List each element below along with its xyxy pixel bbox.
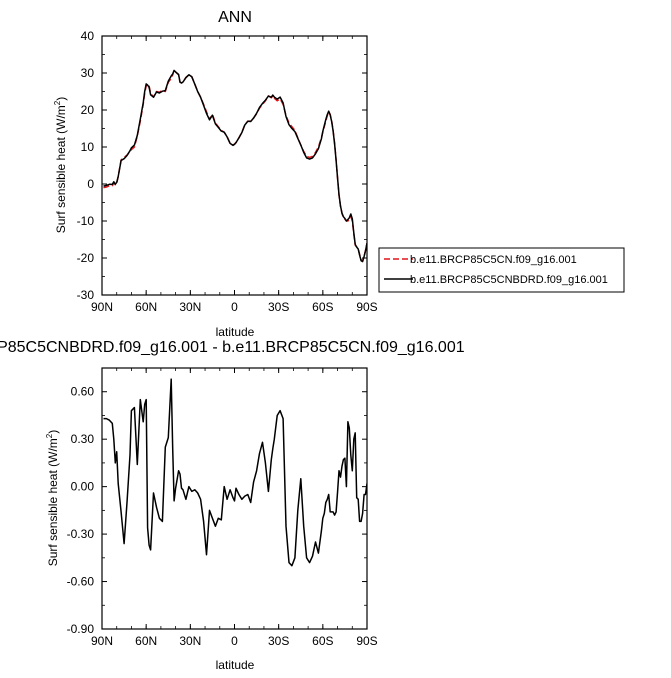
top-x-axis-label: latitude [216,325,255,339]
bottom-y-axis-label: Surf sensible heat (W/m2) [45,430,60,567]
bottom-x-tick-label: 60N [135,634,157,648]
top-x-tick-label: 90N [91,300,113,314]
top-plot-frame [101,35,368,296]
bottom-y-tick-label: 0.60 [71,385,95,399]
top-y-tick-label: 0 [87,177,94,191]
bottom-x-tick-label: 30N [179,634,201,648]
top-y-tick-label: 10 [81,140,95,154]
top-y-tick-label: 20 [81,103,95,117]
bottom-x-tick-label: 90N [91,634,113,648]
top-panel: ANN 90N 60N 30N 0 30S 60S 90S -30 -20 -10 0 10 20 30 4… [53,9,625,339]
bottom-y-tick-label: -0.60 [67,575,95,589]
bottom-plot-area: 90N 60N 30N 0 30S 60S 90S -0.90 -0.60 -0.30 0.00 0.… [67,367,378,648]
bottom-y-tick-label: -0.90 [67,622,95,636]
bottom-x-tick-label: 0 [231,634,238,648]
top-x-tick-label: 30N [179,300,201,314]
top-x-tick-label: 0 [231,300,238,314]
top-series-line-1 [103,69,367,263]
legend-box [378,247,625,293]
top-y-tick-label: -10 [77,214,95,228]
bottom-x-tick-label: 30S [268,634,289,648]
bottom-y-tick-label: 0.00 [71,480,95,494]
top-plot-area: 90N 60N 30N 0 30S 60S 90S -30 -20 -10 0 10 20 30 40 [77,29,378,314]
top-y-tick-label: -20 [77,251,95,265]
top-y-tick-label: -30 [77,288,95,302]
legend: b.e11.BRCP85C5CN.f09_g16.001 b.e11.BRCP8… [378,247,625,293]
bottom-y-tick-label: -0.30 [67,527,95,541]
top-y-tick-label: 40 [81,29,95,43]
top-chart-title: ANN [218,9,252,26]
bottom-panel: b.e11.BRCP85C5CNBDRD.f09_g16.001 - b.e11… [0,339,465,672]
bottom-x-tick-label: 60S [312,634,333,648]
legend-label-experiment: b.e11.BRCP85C5CNBDRD.f09_g16.001 [410,274,608,286]
bottom-x-tick-label: 90S [356,634,377,648]
bottom-x-axis-label: latitude [216,658,255,672]
bottom-series-line-0 [103,378,367,567]
top-y-tick-label: 30 [81,66,95,80]
bottom-y-tick-label: 0.30 [71,432,95,446]
top-x-tick-label: 90S [356,300,377,314]
top-x-tick-label: 60S [312,300,333,314]
legend-label-control: b.e11.BRCP85C5CN.f09_g16.001 [410,254,577,266]
top-x-tick-label: 30S [268,300,289,314]
top-y-axis-label: Surf sensible heat (W/m2) [53,97,68,234]
bottom-chart-title: b.e11.BRCP85C5CNBDRD.f09_g16.001 - b.e11… [0,339,465,356]
top-x-tick-label: 60N [135,300,157,314]
